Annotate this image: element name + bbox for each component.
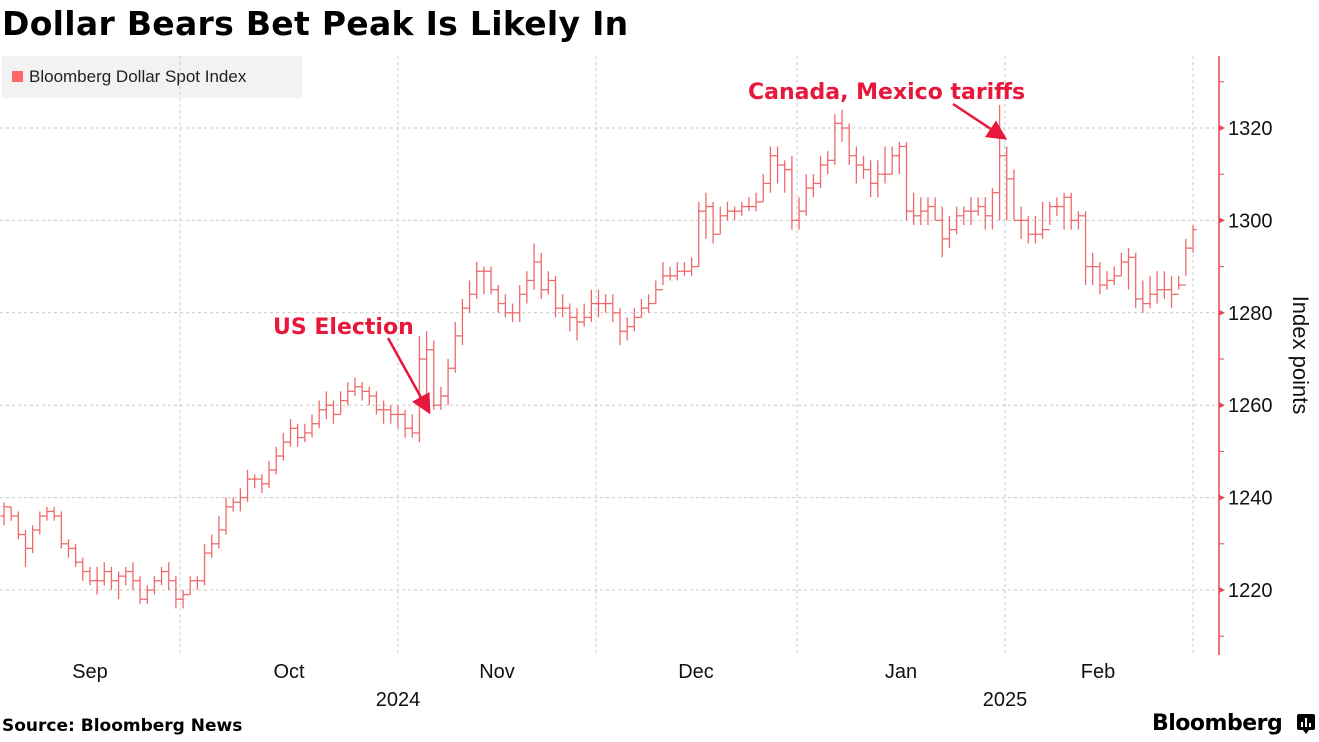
y-tick-label: 1300: [1228, 210, 1273, 232]
y-major-tick: [1219, 494, 1225, 501]
y-tick-label: 1320: [1228, 118, 1273, 140]
y-major-tick: [1219, 587, 1225, 593]
annotations: US Election Canada, Mexico tariffs: [273, 80, 1025, 415]
y-tick-label: 1280: [1228, 303, 1273, 325]
x-tick-label: Feb: [1081, 661, 1115, 683]
y-tick-label: 1260: [1228, 395, 1273, 417]
x-tick-label: Oct: [273, 661, 305, 683]
y-axis: 1220 1240 1260 1280 1300 1320: [1218, 56, 1273, 655]
y-axis-title: Index points: [1288, 296, 1313, 415]
annotation-arrow: [386, 337, 431, 415]
y-tick-label: 1220: [1228, 580, 1273, 602]
legend-swatch: [12, 71, 23, 82]
annotation-arrow: [952, 102, 1008, 140]
source-note: Source: Bloomberg News: [2, 716, 243, 736]
legend: Bloomberg Dollar Spot Index: [2, 56, 302, 98]
bloomberg-chart-icon: [1297, 714, 1315, 734]
bloomberg-logo-text: Bloomberg: [1152, 711, 1283, 736]
y-major-tick: [1219, 125, 1225, 131]
x-tick-label: Dec: [678, 661, 714, 683]
y-major-tick: [1219, 402, 1225, 409]
annotation-label: US Election: [273, 315, 414, 340]
x-year-label: 2025: [983, 689, 1028, 711]
annotation-label: Canada, Mexico tariffs: [748, 80, 1025, 105]
x-tick-label: Jan: [885, 661, 917, 683]
x-tick-label: Sep: [72, 661, 108, 683]
y-major-tick: [1219, 309, 1225, 316]
x-tick-label: Nov: [479, 661, 515, 683]
y-tick-label: 1240: [1228, 488, 1273, 510]
chart-title: Dollar Bears Bet Peak Is Likely In: [2, 4, 629, 43]
x-axis: Sep Oct Nov Dec Jan Feb 2024 2025: [72, 661, 1115, 711]
legend-label: Bloomberg Dollar Spot Index: [29, 67, 247, 86]
ohlc-series: [0, 104, 1197, 609]
x-year-label: 2024: [376, 689, 421, 711]
y-major-tick: [1219, 217, 1225, 224]
gridlines: [0, 56, 1219, 655]
